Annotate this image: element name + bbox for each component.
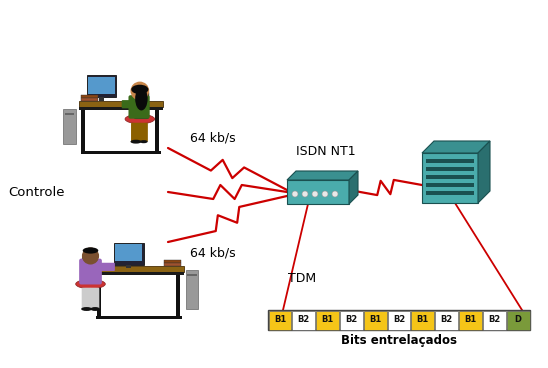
Circle shape xyxy=(332,191,338,197)
Ellipse shape xyxy=(140,140,147,143)
Bar xyxy=(387,311,410,329)
Bar xyxy=(269,311,292,329)
Bar xyxy=(64,109,76,144)
Text: B2: B2 xyxy=(488,315,500,325)
Circle shape xyxy=(292,191,298,197)
Text: B2: B2 xyxy=(393,315,405,325)
Bar xyxy=(316,311,339,329)
Text: B1: B1 xyxy=(322,315,334,325)
Text: TDM: TDM xyxy=(288,272,316,285)
Bar xyxy=(164,260,181,263)
Text: B1: B1 xyxy=(274,315,286,325)
Circle shape xyxy=(82,247,99,265)
Bar xyxy=(287,180,349,204)
Bar xyxy=(94,266,184,272)
Circle shape xyxy=(130,82,149,100)
Text: B2: B2 xyxy=(441,315,453,325)
Bar xyxy=(114,243,144,265)
Bar xyxy=(426,175,474,179)
Text: B2: B2 xyxy=(298,315,310,325)
Polygon shape xyxy=(349,171,358,204)
Bar xyxy=(364,311,386,329)
Text: D: D xyxy=(515,315,522,325)
FancyBboxPatch shape xyxy=(82,288,92,309)
Bar xyxy=(79,107,163,110)
Text: B1: B1 xyxy=(464,315,477,325)
Bar xyxy=(65,113,75,115)
Bar xyxy=(87,75,116,97)
Polygon shape xyxy=(287,171,358,180)
Bar xyxy=(164,263,181,266)
FancyBboxPatch shape xyxy=(79,259,102,284)
Bar xyxy=(94,272,184,275)
Bar xyxy=(96,316,182,319)
FancyBboxPatch shape xyxy=(140,123,148,142)
Bar xyxy=(422,153,478,203)
Ellipse shape xyxy=(125,114,155,124)
FancyBboxPatch shape xyxy=(131,123,141,142)
Bar xyxy=(426,191,474,195)
Bar xyxy=(81,151,161,154)
Text: B2: B2 xyxy=(345,315,357,325)
Bar xyxy=(426,159,474,163)
Text: 64 kb/s: 64 kb/s xyxy=(190,247,236,259)
FancyBboxPatch shape xyxy=(134,91,149,119)
Bar xyxy=(435,311,458,329)
Ellipse shape xyxy=(83,247,98,254)
Bar xyxy=(187,274,197,276)
Text: ISDN NT1: ISDN NT1 xyxy=(296,145,356,158)
FancyBboxPatch shape xyxy=(122,100,133,108)
Bar xyxy=(81,95,98,98)
Text: 64 kb/s: 64 kb/s xyxy=(190,131,236,145)
Text: Bits entrelaçados: Bits entrelaçados xyxy=(341,334,457,347)
Bar xyxy=(186,270,198,309)
Bar xyxy=(292,311,315,329)
Bar xyxy=(99,97,104,101)
Bar xyxy=(156,110,159,153)
Text: B1: B1 xyxy=(416,315,429,325)
Circle shape xyxy=(302,191,308,197)
Ellipse shape xyxy=(90,307,100,311)
Polygon shape xyxy=(478,141,490,203)
FancyBboxPatch shape xyxy=(128,95,150,119)
Bar xyxy=(81,98,98,101)
Bar xyxy=(79,101,163,107)
Circle shape xyxy=(312,191,318,197)
Ellipse shape xyxy=(130,140,141,144)
Text: Controle: Controle xyxy=(8,185,65,198)
Circle shape xyxy=(322,191,328,197)
Bar xyxy=(507,311,529,329)
Bar xyxy=(426,183,474,187)
Ellipse shape xyxy=(81,307,92,311)
Ellipse shape xyxy=(135,87,147,110)
Bar xyxy=(340,311,363,329)
Bar xyxy=(127,265,131,268)
Bar xyxy=(412,311,434,329)
Bar xyxy=(268,310,530,330)
Bar xyxy=(116,244,142,261)
Ellipse shape xyxy=(132,85,149,94)
FancyBboxPatch shape xyxy=(82,256,97,284)
Bar xyxy=(88,77,115,94)
Text: B1: B1 xyxy=(369,315,381,325)
Bar xyxy=(459,311,482,329)
FancyBboxPatch shape xyxy=(90,288,99,309)
Polygon shape xyxy=(422,141,490,153)
Bar xyxy=(97,275,101,318)
Bar xyxy=(81,110,85,153)
FancyBboxPatch shape xyxy=(98,263,115,271)
Bar xyxy=(483,311,506,329)
Bar xyxy=(426,167,474,171)
Ellipse shape xyxy=(76,279,105,289)
Bar xyxy=(176,275,180,318)
